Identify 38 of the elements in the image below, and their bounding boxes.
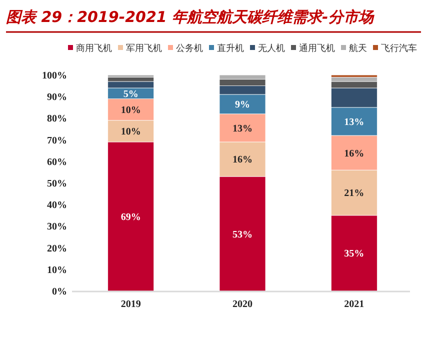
legend-label: 航天 — [349, 43, 367, 54]
data-label: 53% — [232, 229, 252, 240]
y-tick-label: 90% — [47, 92, 67, 104]
y-tick-label: 70% — [47, 135, 67, 146]
y-tick-label: 60% — [47, 156, 67, 168]
bar — [330, 76, 378, 82]
data-label: 16% — [232, 154, 252, 166]
x-tick-label: 2019 — [120, 299, 141, 310]
legend-label: 军用飞机 — [126, 43, 162, 54]
y-tick-label: 10% — [47, 264, 67, 276]
data-label: 16% — [344, 148, 364, 160]
data-label: 5% — [123, 88, 138, 100]
x-tick-label: 2021 — [344, 299, 364, 310]
y-tick-label: 20% — [47, 243, 67, 254]
y-tick-label: 30% — [47, 222, 67, 233]
bar — [219, 74, 266, 80]
y-tick-label: 50% — [47, 178, 67, 190]
legend-label: 商用飞机 — [76, 43, 112, 54]
legend-label: 直升机 — [217, 43, 244, 54]
x-tick-label: 2020 — [232, 299, 252, 310]
y-tick-label: 80% — [47, 114, 67, 125]
chart-title: 图表 29：2019-2021 年航空航天碳纤维需求-分市场 — [6, 8, 374, 26]
data-label: 69% — [120, 212, 141, 223]
data-label: 9% — [235, 100, 250, 111]
data-label: 10% — [120, 105, 141, 116]
data-label: 10% — [120, 126, 141, 138]
data-label: 13% — [232, 123, 252, 134]
y-tick-label: 100% — [42, 70, 67, 82]
legend-label: 无人机 — [258, 43, 285, 54]
y-tick-label: 0% — [52, 286, 67, 298]
data-label: 13% — [344, 116, 364, 128]
legend-label: 通用飞机 — [299, 43, 335, 54]
bar — [108, 74, 154, 78]
data-label: 21% — [344, 188, 364, 200]
legend-label: 飞行汽车 — [381, 43, 417, 54]
legend-label: 公务机 — [176, 43, 203, 54]
y-tick-label: 40% — [47, 200, 67, 212]
data-label: 35% — [344, 248, 364, 260]
